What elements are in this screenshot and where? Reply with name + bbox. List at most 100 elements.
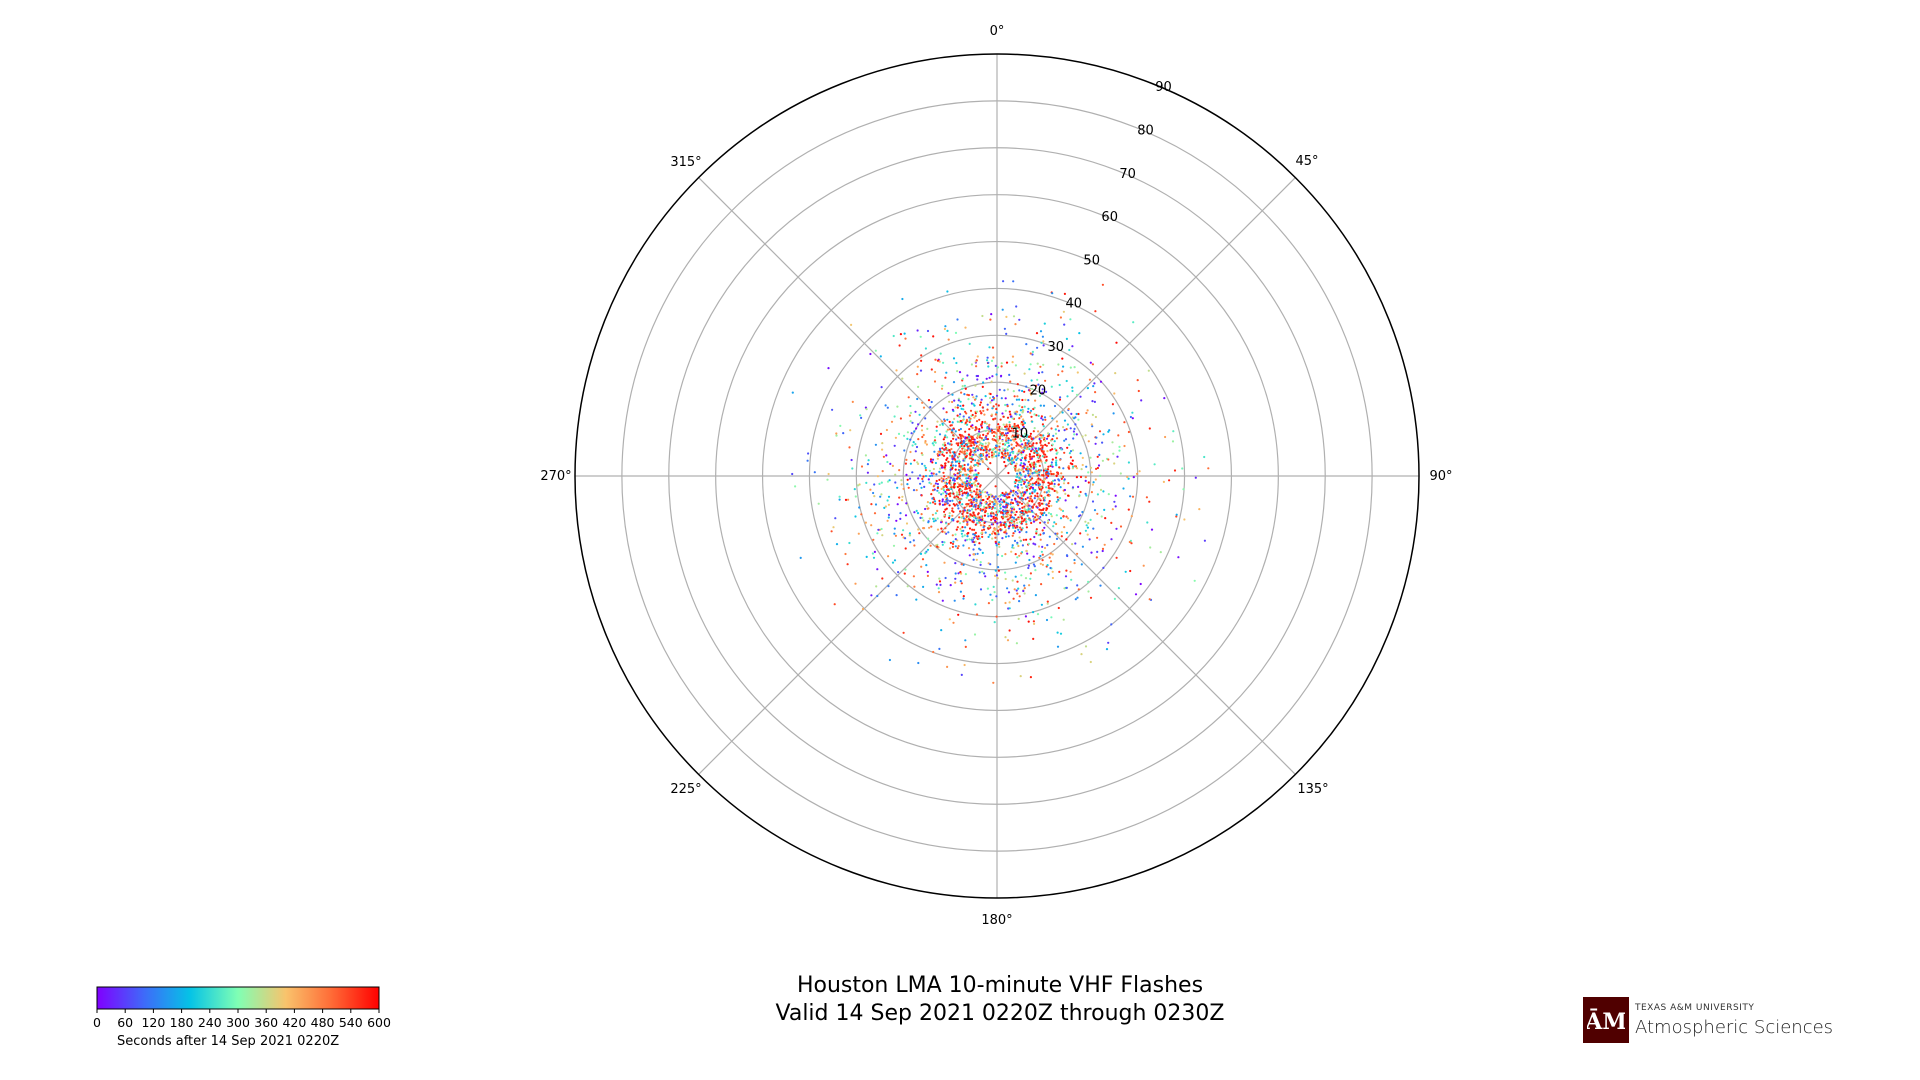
flash-point xyxy=(1065,554,1069,557)
flash-point xyxy=(1047,484,1050,487)
flash-point xyxy=(960,391,963,394)
flash-point xyxy=(932,520,936,523)
flash-point xyxy=(886,519,889,522)
flash-point xyxy=(924,440,927,443)
flash-point xyxy=(943,561,946,564)
flash-point xyxy=(1021,406,1024,409)
flash-point xyxy=(1046,602,1049,605)
flash-point xyxy=(1127,508,1130,511)
flash-point xyxy=(1014,530,1017,533)
flash-point xyxy=(892,334,895,338)
flash-point xyxy=(989,392,992,396)
flash-point xyxy=(1018,536,1021,539)
flash-point xyxy=(1014,364,1018,367)
flash-point xyxy=(1009,516,1012,519)
flash-point xyxy=(1043,496,1046,499)
flash-point xyxy=(961,419,965,422)
flash-point xyxy=(895,369,898,372)
flash-point xyxy=(992,530,995,533)
flash-point xyxy=(1019,513,1022,517)
flash-point xyxy=(1009,380,1012,383)
flash-point xyxy=(1021,544,1024,547)
flash-point xyxy=(854,495,857,498)
flash-point xyxy=(964,326,967,329)
flash-point xyxy=(958,460,961,463)
flash-point xyxy=(1019,471,1022,475)
flash-point xyxy=(932,650,935,654)
flash-point xyxy=(955,361,958,365)
flash-point xyxy=(958,462,961,465)
flash-point xyxy=(1025,520,1028,524)
flash-point xyxy=(1025,526,1028,529)
flash-point xyxy=(1043,546,1047,550)
flash-point xyxy=(1037,545,1041,548)
flash-point xyxy=(1129,495,1132,498)
flash-point xyxy=(949,541,953,544)
flash-point xyxy=(884,404,887,407)
flash-point xyxy=(937,591,941,594)
flash-point xyxy=(1040,583,1043,586)
flash-point xyxy=(1065,538,1068,541)
flash-point xyxy=(1046,521,1050,524)
flash-point xyxy=(1055,459,1058,462)
theta-tick-label: 270° xyxy=(540,469,571,484)
flash-point xyxy=(1037,533,1040,537)
flash-point xyxy=(995,445,998,448)
flash-point xyxy=(1072,437,1075,440)
flash-point xyxy=(951,400,954,404)
flash-point xyxy=(961,385,964,388)
flash-point xyxy=(995,615,998,618)
flash-point xyxy=(1085,465,1088,468)
flash-point xyxy=(992,681,995,684)
flash-point xyxy=(1003,500,1006,503)
flash-point xyxy=(1140,399,1143,402)
flash-point xyxy=(997,404,1000,407)
flash-point xyxy=(1060,531,1063,534)
flash-point xyxy=(997,423,1000,426)
flash-point xyxy=(864,454,868,457)
flash-point xyxy=(1039,404,1042,407)
flash-point xyxy=(1042,474,1045,477)
flash-point xyxy=(1123,421,1126,424)
flash-point xyxy=(960,529,963,533)
flash-point xyxy=(1062,467,1065,470)
flash-point xyxy=(1066,517,1070,520)
flash-point xyxy=(935,425,938,428)
flash-point xyxy=(1016,452,1019,455)
flash-point xyxy=(1071,463,1074,466)
flash-point xyxy=(1080,653,1083,656)
flash-point xyxy=(970,490,973,493)
flash-point xyxy=(1164,435,1167,439)
flash-point xyxy=(1048,556,1051,559)
flash-point xyxy=(1044,418,1047,421)
flash-point xyxy=(1034,569,1037,572)
flash-point xyxy=(1020,494,1023,497)
flash-point xyxy=(1026,488,1029,492)
flash-point xyxy=(958,485,961,488)
flash-point xyxy=(1031,505,1034,508)
flash-point xyxy=(997,566,1000,569)
flash-point xyxy=(965,510,968,513)
flash-point xyxy=(1023,491,1026,494)
flash-point xyxy=(957,436,960,439)
flash-point xyxy=(969,469,972,473)
flash-point xyxy=(1017,587,1020,590)
flash-point xyxy=(971,413,974,417)
flash-point xyxy=(851,400,854,403)
flash-point xyxy=(1131,411,1134,414)
flash-point xyxy=(979,493,982,496)
flash-point xyxy=(1066,446,1069,449)
flash-point xyxy=(978,436,982,439)
r-gridline xyxy=(761,240,1233,712)
flash-point xyxy=(994,569,997,572)
flash-point xyxy=(984,491,987,494)
flash-point xyxy=(1029,475,1032,478)
flash-point xyxy=(969,513,972,516)
flash-point xyxy=(834,517,837,520)
flash-point xyxy=(981,385,984,388)
flash-point xyxy=(1037,371,1040,374)
flash-point xyxy=(1034,516,1037,519)
flash-point xyxy=(1071,459,1074,462)
flash-point xyxy=(1029,676,1032,679)
flash-point xyxy=(957,507,960,510)
